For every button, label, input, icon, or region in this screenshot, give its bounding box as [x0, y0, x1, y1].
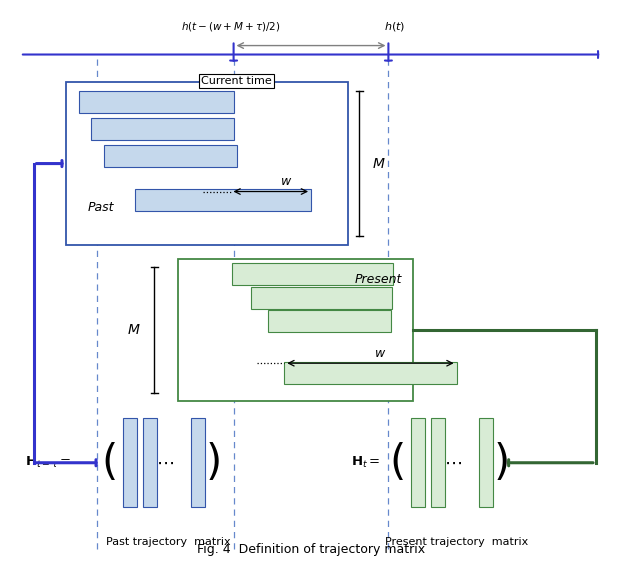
Text: Fig. 4  Definition of trajectory matrix: Fig. 4 Definition of trajectory matrix — [197, 543, 425, 556]
Text: Current time: Current time — [202, 76, 272, 86]
Text: (: ( — [101, 442, 118, 484]
Text: Past trajectory  matrix: Past trajectory matrix — [106, 537, 231, 547]
Text: $h(t)$: $h(t)$ — [384, 20, 405, 33]
Bar — [480, 418, 493, 507]
Bar — [103, 144, 237, 167]
Bar — [284, 362, 457, 384]
Bar — [192, 418, 205, 507]
Text: $M$: $M$ — [127, 323, 141, 337]
Text: Present: Present — [355, 273, 402, 285]
Bar — [134, 189, 311, 211]
Text: ): ) — [206, 442, 222, 484]
Text: $w$: $w$ — [374, 347, 386, 360]
Bar — [232, 263, 392, 285]
Text: $M$: $M$ — [372, 157, 385, 170]
Text: $\cdots$: $\cdots$ — [445, 454, 462, 472]
Text: (: ( — [389, 442, 406, 484]
Bar — [411, 418, 425, 507]
Bar — [251, 287, 392, 309]
Text: $\cdots$: $\cdots$ — [157, 454, 175, 472]
Bar — [143, 418, 157, 507]
Text: Past: Past — [88, 201, 114, 214]
Text: $\mathbf{H}_{t}=$: $\mathbf{H}_{t}=$ — [351, 455, 381, 470]
Text: $w$: $w$ — [280, 175, 292, 188]
Bar — [267, 310, 391, 333]
FancyBboxPatch shape — [178, 259, 413, 401]
Bar — [431, 418, 445, 507]
Text: $h(t-(w+M+\tau)/2)$: $h(t-(w+M+\tau)/2)$ — [181, 20, 281, 33]
Text: $\mathbf{H}_{t-\tau}=$: $\mathbf{H}_{t-\tau}=$ — [25, 455, 72, 470]
Bar — [79, 91, 234, 113]
Text: Present trajectory  matrix: Present trajectory matrix — [385, 537, 528, 547]
Bar — [91, 117, 234, 140]
Bar — [123, 418, 137, 507]
Text: ): ) — [494, 442, 510, 484]
FancyBboxPatch shape — [67, 83, 348, 244]
